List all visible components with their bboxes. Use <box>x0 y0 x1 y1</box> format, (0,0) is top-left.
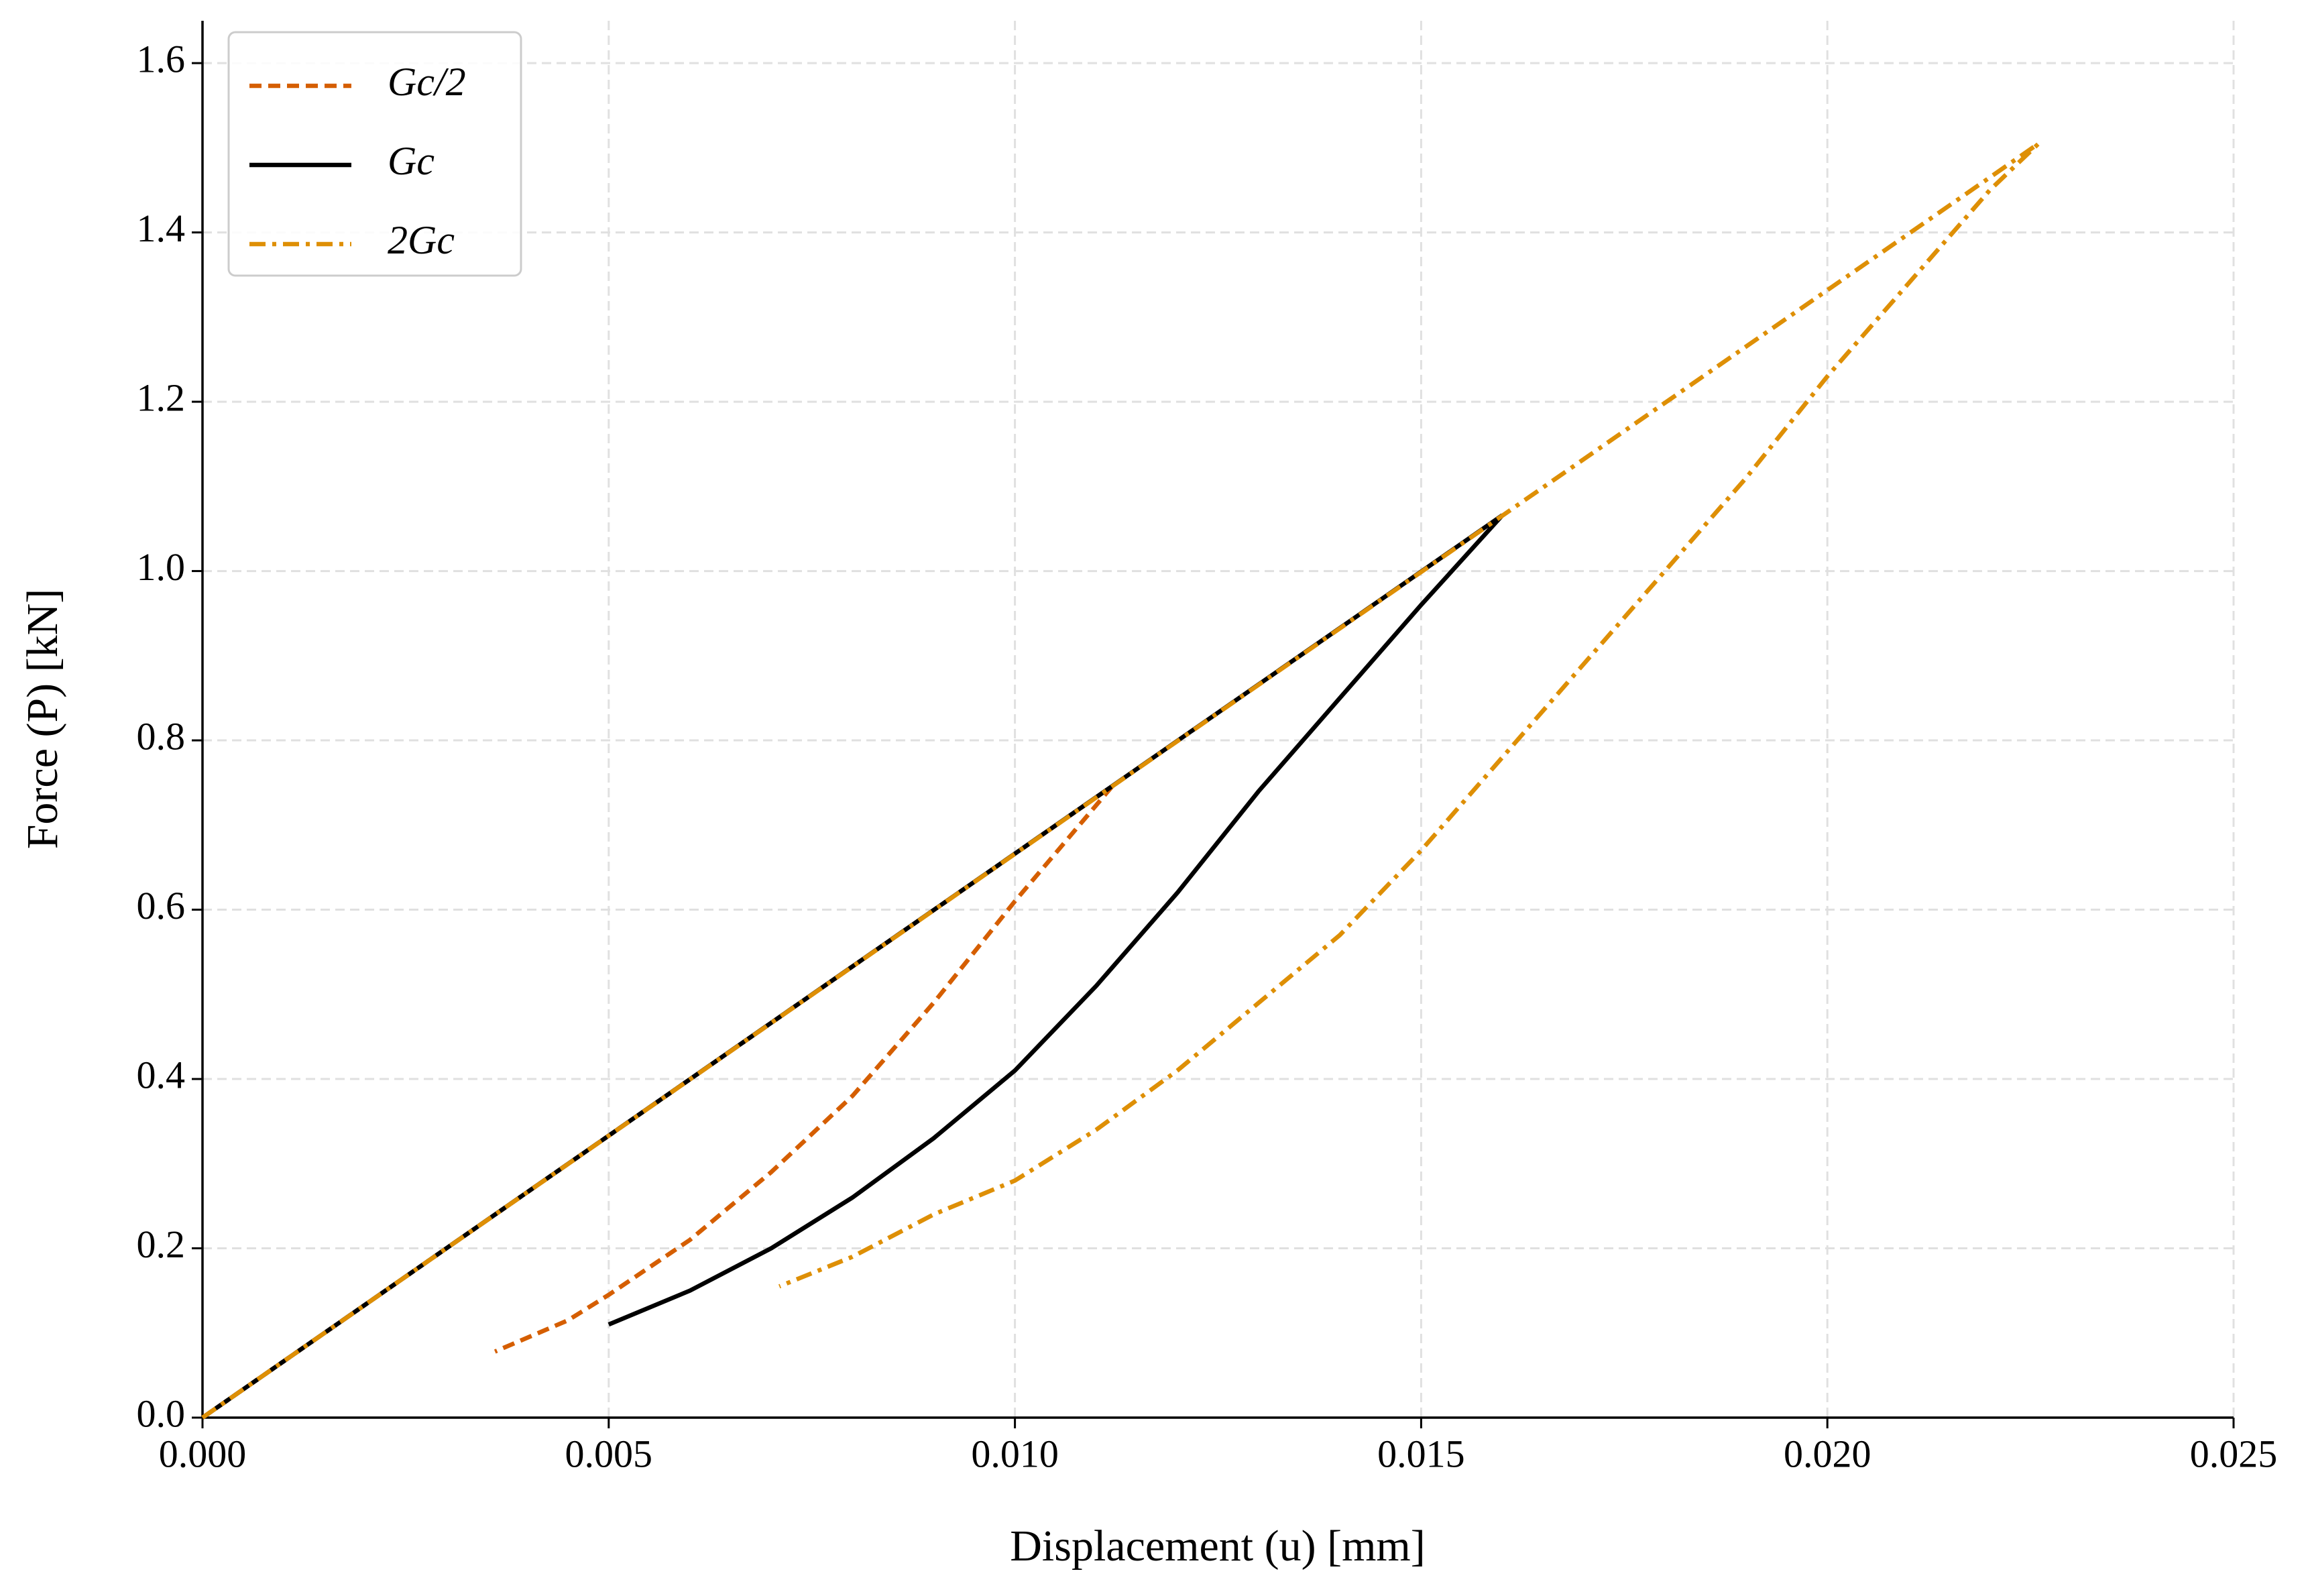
y-tick-label: 0.8 <box>137 714 186 758</box>
y-tick-label: 0.4 <box>137 1053 186 1096</box>
x-tick-label: 0.025 <box>2190 1432 2278 1475</box>
legend-label: 2Gc <box>388 218 455 262</box>
x-axis-label: Displacement (u) [mm] <box>1010 1522 1425 1571</box>
legend-box <box>227 31 522 277</box>
y-tick-label: 1.0 <box>137 545 186 589</box>
y-tick-label: 1.6 <box>137 37 186 80</box>
line <box>201 784 1114 1420</box>
x-tick-label: 0.005 <box>565 1432 653 1475</box>
y-tick-label: 0.0 <box>137 1391 186 1435</box>
x-tick-label: 0.000 <box>159 1432 247 1475</box>
y-tick-label: 0.2 <box>137 1222 186 1266</box>
x-tick-label: 0.015 <box>1377 1432 1465 1475</box>
y-tick-label: 0.6 <box>137 884 186 927</box>
legend: Gc/2 Gc 2Gc <box>227 31 522 277</box>
x-tick-label: 0.010 <box>971 1432 1059 1475</box>
line <box>201 513 1505 1420</box>
legend-label: Gc <box>388 139 435 183</box>
line <box>201 141 2040 1420</box>
legend-label: Gc/2 <box>388 60 466 104</box>
y-tick-label: 1.2 <box>137 376 186 419</box>
x-tick-label: 0.020 <box>1784 1432 1871 1475</box>
y-axis-label: Force (P) [kN] <box>18 589 67 850</box>
y-tick-label: 1.4 <box>137 207 186 250</box>
